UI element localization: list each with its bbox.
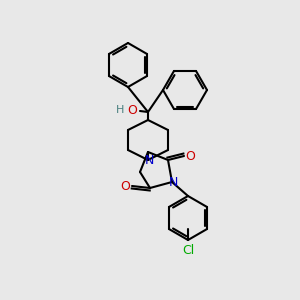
- Text: N: N: [168, 176, 178, 188]
- Text: H: H: [116, 105, 124, 115]
- Text: Cl: Cl: [182, 244, 194, 256]
- Text: N: N: [144, 154, 154, 166]
- Text: O: O: [120, 179, 130, 193]
- Text: O: O: [127, 103, 137, 116]
- Text: O: O: [185, 149, 195, 163]
